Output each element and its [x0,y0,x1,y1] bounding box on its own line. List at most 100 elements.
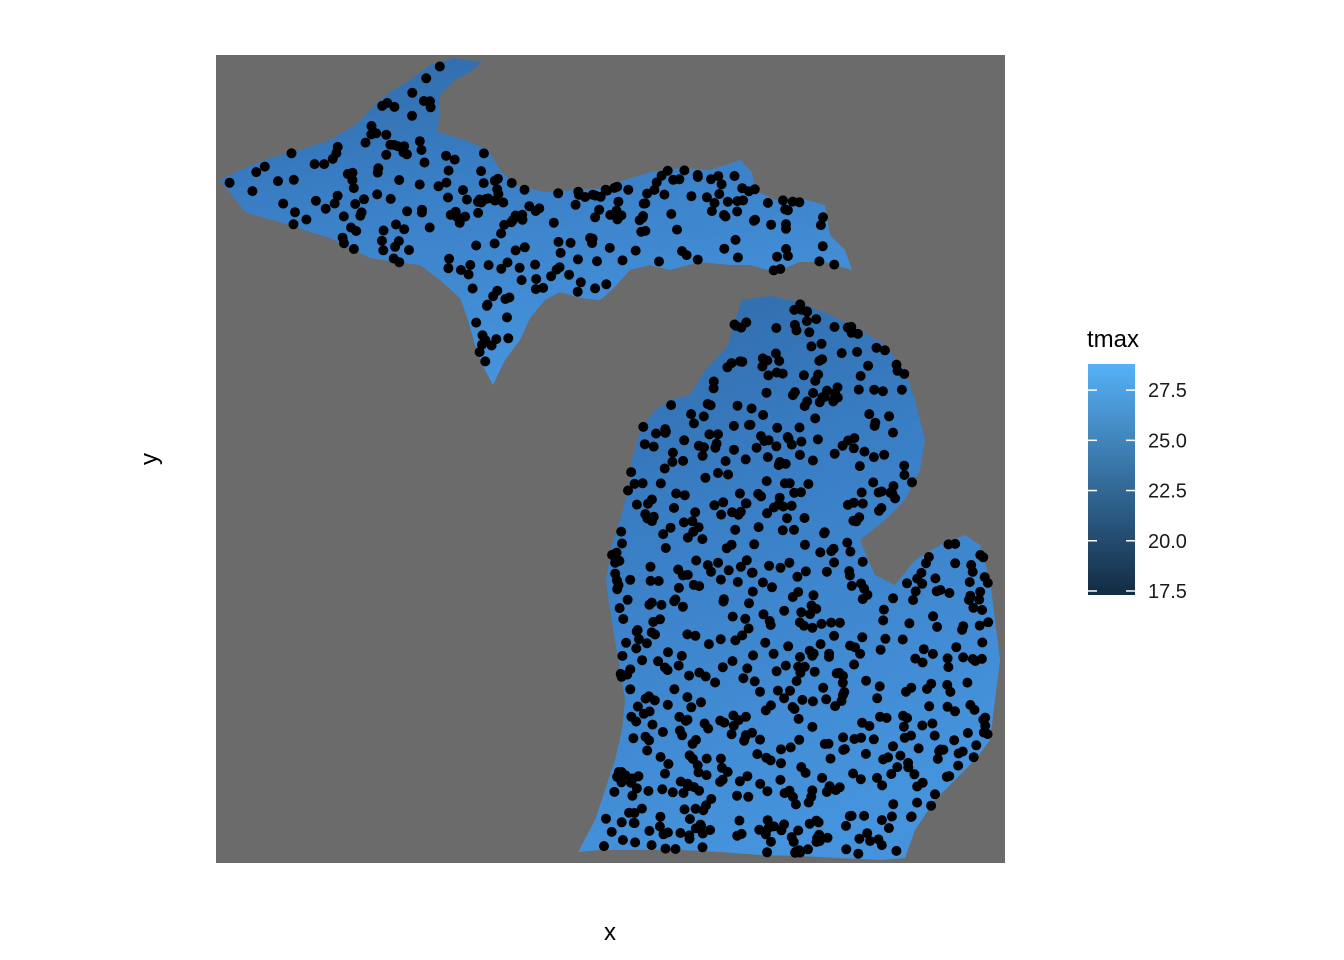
station-point [638,421,649,432]
station-point [702,399,713,409]
legend-tick-label: 25.0 [1148,430,1187,452]
station-point [758,609,769,620]
station-point [631,783,642,794]
station-point [962,728,973,738]
station-point [741,498,752,509]
station-point [965,700,976,710]
station-point [749,676,760,687]
station-point [892,762,903,773]
station-point [671,488,682,499]
station-point [849,734,860,744]
station-point [802,306,813,317]
station-point [482,299,493,310]
station-point [278,198,289,209]
station-point [286,148,297,159]
station-point [856,487,867,498]
station-point [917,720,928,731]
station-point [953,760,964,771]
station-point [626,467,637,478]
station-point [681,250,692,261]
station-point [836,696,847,706]
station-point [786,500,797,511]
station-point [746,403,757,414]
station-point [968,602,979,613]
station-point [636,803,647,814]
station-point [849,659,860,670]
station-point [740,613,751,624]
station-point [782,513,792,524]
station-point [817,772,828,783]
station-point [663,759,674,769]
station-point [771,323,782,333]
station-point [659,463,670,474]
station-point [818,682,829,693]
station-point [807,721,818,732]
station-point [926,800,937,811]
station-point [667,456,678,467]
station-point [891,359,902,370]
station-point [698,805,709,816]
station-point [917,657,928,668]
station-point [795,847,806,858]
station-point [618,614,629,624]
station-point [730,524,741,535]
station-point [762,815,773,826]
station-point [829,630,840,641]
station-point [764,616,775,626]
station-point [682,778,693,789]
station-point [732,400,743,411]
station-point [815,547,826,558]
station-point [857,632,868,643]
station-point [855,774,866,785]
station-point [716,179,727,190]
station-point [834,617,845,628]
station-point [962,677,973,688]
station-point [764,560,775,571]
station-point [622,594,633,605]
station-point [950,538,961,549]
station-point [762,508,773,519]
station-point [854,512,865,523]
station-point [657,784,668,795]
station-point [766,219,777,230]
station-point [857,498,868,509]
station-point [675,828,686,838]
station-point [852,328,863,339]
station-point [982,729,993,740]
station-point [656,599,667,610]
station-point [684,670,695,681]
station-point [907,477,917,488]
station-point [774,457,785,467]
station-point [868,477,879,488]
station-point [789,487,800,498]
station-point [773,499,784,510]
station-point [742,771,753,782]
station-point [670,844,681,854]
station-point [538,282,549,293]
station-point [669,596,680,607]
station-point [359,194,369,205]
station-point [957,624,968,635]
station-point [630,837,641,848]
station-point [612,181,623,192]
station-point [811,603,822,614]
station-point [846,580,857,591]
station-point [247,186,258,197]
station-point [813,369,824,380]
station-point [814,256,825,267]
station-point [798,370,809,381]
station-point [679,165,690,176]
station-point [347,167,358,178]
station-point [762,786,773,797]
station-point [834,782,845,793]
station-point [620,770,631,781]
station-point [647,719,658,730]
station-point [886,769,897,779]
station-point [519,184,530,195]
station-point [617,255,628,266]
station-point [862,828,873,839]
station-point [781,223,791,234]
station-point [564,269,575,280]
station-point [879,345,890,356]
station-point [713,429,723,440]
